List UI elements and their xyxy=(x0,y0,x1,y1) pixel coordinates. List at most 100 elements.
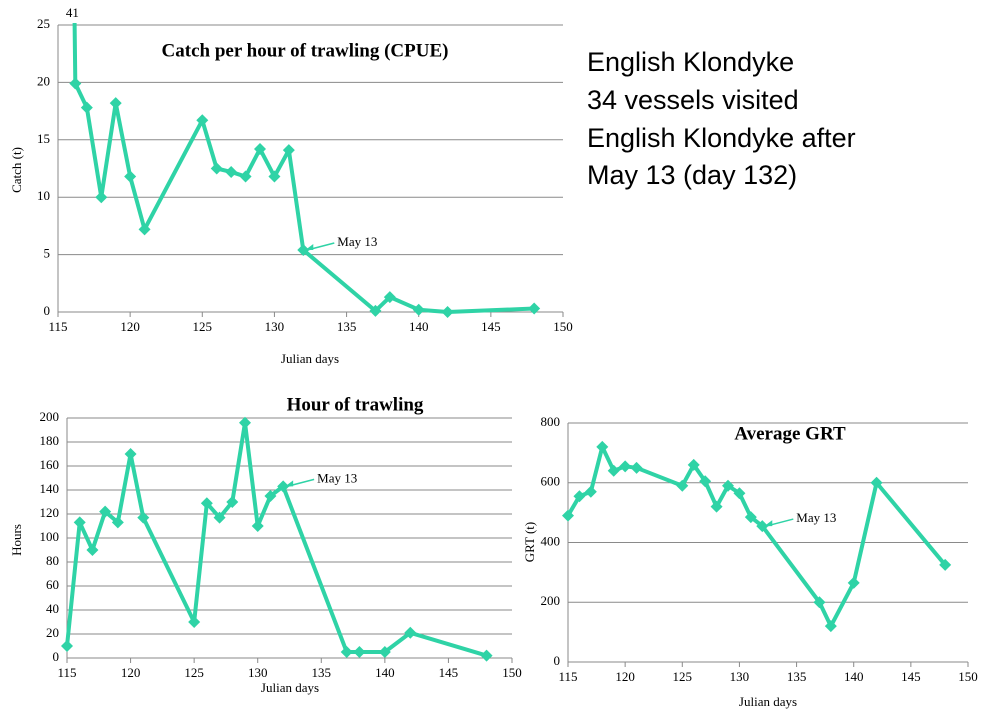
point-marker xyxy=(277,480,290,493)
y-tick-label: 120 xyxy=(40,505,60,520)
point-marker xyxy=(109,97,122,110)
point-marker xyxy=(297,244,310,257)
y-tick-label: 800 xyxy=(541,414,561,429)
point-marker xyxy=(99,505,112,518)
chart-title: Hour of trawling xyxy=(287,394,424,415)
point-marker xyxy=(124,170,137,183)
point-marker xyxy=(138,223,151,236)
point-marker xyxy=(137,511,150,524)
x-tick-label: 140 xyxy=(375,665,395,680)
point-marker xyxy=(756,520,769,533)
note-line: English Klondyke xyxy=(587,47,794,77)
y-tick-label: 200 xyxy=(541,593,561,608)
y-tick-label: 600 xyxy=(541,474,561,489)
y-tick-label: 140 xyxy=(40,481,60,496)
y-tick-label: 80 xyxy=(46,553,59,568)
point-marker xyxy=(630,461,643,474)
point-marker xyxy=(86,544,99,556)
point-marker xyxy=(239,416,251,429)
x-tick-label: 135 xyxy=(787,669,807,684)
y-tick-label: 0 xyxy=(53,649,60,664)
point-marker xyxy=(813,596,826,609)
point-marker xyxy=(378,646,391,658)
note-line: 34 vessels visited xyxy=(587,85,799,115)
point-marker xyxy=(584,485,597,498)
point-marker xyxy=(847,576,860,589)
y-tick-label: 400 xyxy=(541,533,561,548)
x-tick-label: 150 xyxy=(502,665,522,680)
x-tick-label: 130 xyxy=(248,665,268,680)
y-tick-label: 180 xyxy=(40,433,60,448)
point-marker xyxy=(870,476,883,489)
point-marker xyxy=(353,646,366,658)
point-marker xyxy=(528,302,541,315)
x-tick-label: 120 xyxy=(121,665,141,680)
plot xyxy=(61,416,493,662)
data-label: 41 xyxy=(66,5,79,20)
y-axis-label: GRT (t) xyxy=(522,522,537,563)
x-tick-label: 145 xyxy=(439,665,459,680)
point-marker xyxy=(687,458,700,471)
point-marker xyxy=(210,162,223,175)
x-tick-label: 135 xyxy=(337,319,357,334)
chart-title: Average GRT xyxy=(734,423,846,444)
y-tick-label: 60 xyxy=(46,577,59,592)
point-marker xyxy=(412,303,425,316)
point-marker xyxy=(383,291,396,304)
x-tick-label: 125 xyxy=(673,669,693,684)
point-marker xyxy=(744,511,757,524)
point-marker xyxy=(188,616,201,628)
plot xyxy=(69,23,541,318)
y-tick-label: 25 xyxy=(37,16,50,31)
point-marker xyxy=(562,509,574,522)
y-tick-label: 0 xyxy=(554,653,561,668)
point-marker xyxy=(369,304,382,317)
point-marker xyxy=(226,496,239,508)
point-marker xyxy=(196,114,209,127)
point-marker xyxy=(607,464,620,477)
point-marker xyxy=(95,191,108,204)
y-tick-label: 5 xyxy=(44,246,51,261)
x-tick-label: 115 xyxy=(48,319,67,334)
y-tick-label: 160 xyxy=(40,457,60,472)
point-marker xyxy=(441,306,454,318)
point-marker xyxy=(939,558,952,571)
x-tick-label: 135 xyxy=(312,665,332,680)
annotation: May 13 xyxy=(337,234,377,249)
point-marker xyxy=(480,649,493,662)
point-marker xyxy=(69,77,82,90)
series-line xyxy=(566,444,947,629)
x-tick-label: 140 xyxy=(844,669,864,684)
point-marker xyxy=(619,460,632,473)
y-tick-label: 15 xyxy=(37,131,50,146)
point-marker xyxy=(200,497,213,510)
point-marker xyxy=(111,516,124,529)
x-tick-label: 130 xyxy=(265,319,285,334)
x-tick-label: 120 xyxy=(615,669,635,684)
point-marker xyxy=(596,440,609,453)
plot xyxy=(562,440,952,633)
y-tick-label: 40 xyxy=(46,601,59,616)
chart-title: Catch per hour of trawling (CPUE) xyxy=(162,40,449,61)
x-axis-label: Julian days xyxy=(281,351,339,366)
point-marker xyxy=(676,479,689,492)
x-tick-label: 115 xyxy=(558,669,577,684)
point-marker xyxy=(710,500,723,513)
x-tick-label: 145 xyxy=(481,319,501,334)
point-marker xyxy=(699,475,712,488)
y-axis-label: Hours xyxy=(9,524,24,556)
y-tick-label: 0 xyxy=(44,303,51,318)
point-marker xyxy=(251,520,264,532)
annotation: May 13 xyxy=(317,470,357,485)
y-tick-label: 10 xyxy=(37,188,50,203)
x-tick-label: 130 xyxy=(730,669,750,684)
point-marker xyxy=(73,516,86,529)
point-marker xyxy=(282,144,295,157)
x-tick-label: 140 xyxy=(409,319,429,334)
y-tick-label: 100 xyxy=(40,529,60,544)
point-marker xyxy=(225,165,238,178)
point-marker xyxy=(239,170,252,183)
x-tick-label: 125 xyxy=(193,319,213,334)
point-marker xyxy=(80,101,93,114)
